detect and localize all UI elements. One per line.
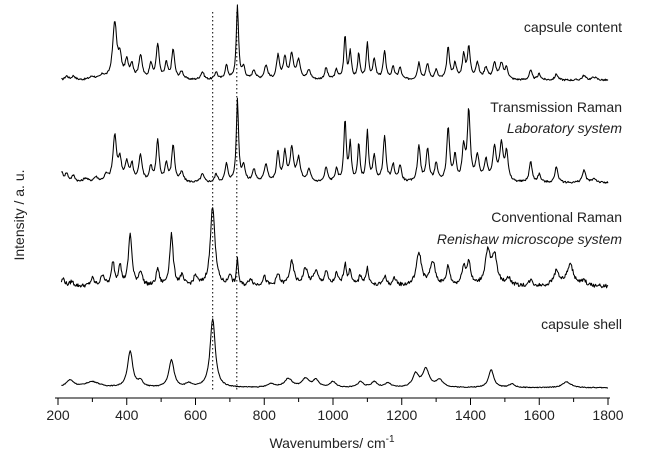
x-tick-label-400: 400	[115, 407, 139, 423]
series-labels: capsule content Transmission Raman Laborat…	[437, 19, 623, 332]
series-label-conventional-1: Conventional Raman	[491, 209, 622, 225]
x-tick-label-1800: 1800	[592, 407, 623, 423]
series-label-transmission-1: Transmission Raman	[490, 99, 622, 115]
spectrum-trace-conventional	[60, 207, 609, 289]
x-tick-label-1400: 1400	[455, 407, 486, 423]
series-label-transmission-2: Laboratory system	[507, 120, 622, 136]
x-axis-title: Wavenumbers/ cm-1	[269, 434, 395, 451]
series-label-content-1: capsule content	[524, 19, 622, 35]
x-tick-label-1600: 1600	[524, 407, 555, 423]
x-tick-label-200: 200	[46, 407, 70, 423]
spectrum-trace-content	[61, 4, 609, 82]
reference-lines	[212, 12, 238, 390]
series-label-conventional-2: Renishaw microscope system	[437, 231, 623, 247]
spectrum-trace-transmission	[61, 97, 609, 184]
x-tick-label-1000: 1000	[317, 407, 348, 423]
spectra-traces	[60, 4, 609, 389]
x-tick-label-800: 800	[253, 407, 277, 423]
x-axis-ticks: 200 400 600 800 1000 1200 1400 1600 1800	[46, 398, 624, 423]
spectrum-trace-shell	[61, 318, 608, 389]
x-tick-label-600: 600	[184, 407, 208, 423]
x-tick-label-1200: 1200	[386, 407, 417, 423]
series-label-shell-1: capsule shell	[541, 316, 622, 332]
y-axis-title: Intensity / a. u.	[11, 169, 27, 260]
